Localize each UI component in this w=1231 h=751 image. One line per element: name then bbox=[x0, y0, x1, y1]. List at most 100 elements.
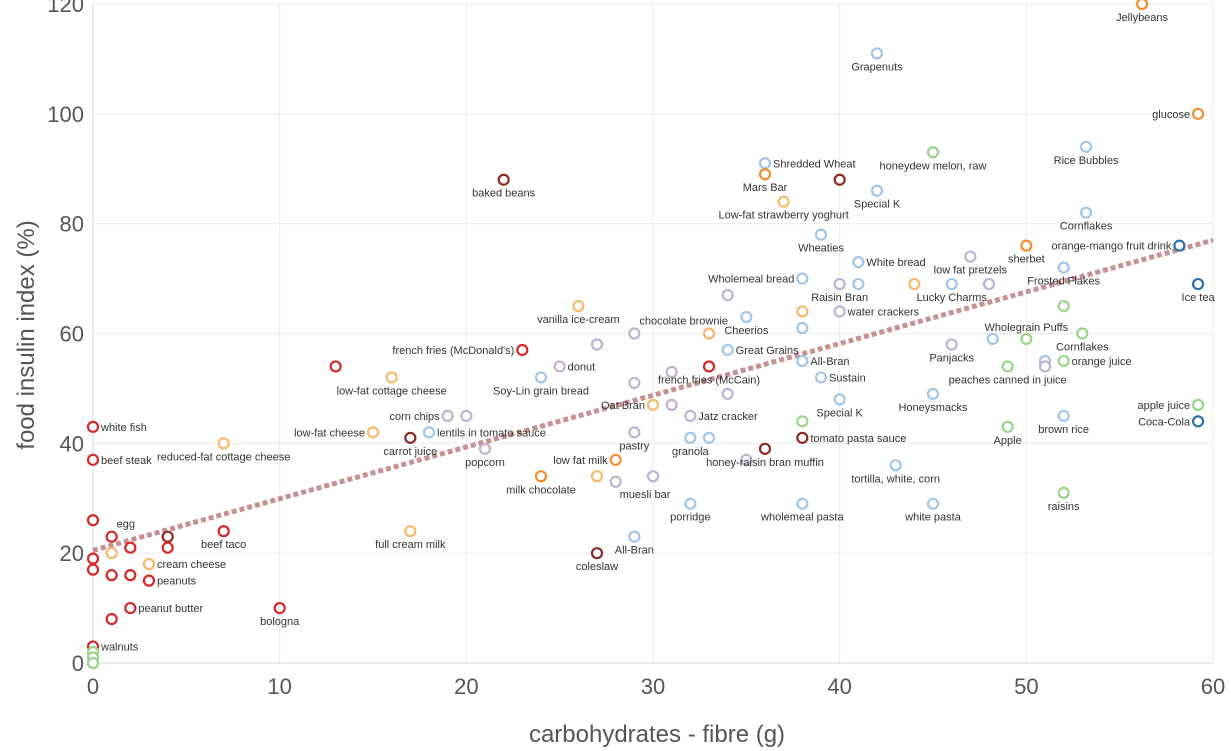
point-label: low fat pretzels bbox=[934, 265, 1008, 277]
point-label: Jellybeans bbox=[1116, 12, 1168, 24]
point-label: granola bbox=[672, 446, 710, 458]
point-label: brown rice bbox=[1038, 424, 1089, 436]
point-label: Honeysmacks bbox=[898, 402, 968, 414]
y-tick-label: 100 bbox=[47, 102, 84, 127]
point-label: milk chocolate bbox=[506, 484, 576, 496]
data-point bbox=[609, 453, 622, 466]
data-point bbox=[777, 195, 790, 208]
data-point bbox=[1191, 415, 1205, 428]
data-point bbox=[86, 420, 100, 433]
point-label: orange juice bbox=[1072, 356, 1132, 368]
data-point bbox=[553, 360, 566, 373]
data-point bbox=[441, 409, 454, 422]
data-point bbox=[814, 371, 828, 384]
point-label: Lucky Charms bbox=[917, 292, 988, 304]
data-point bbox=[814, 228, 828, 241]
data-point bbox=[1057, 261, 1070, 274]
data-point bbox=[1020, 332, 1033, 346]
point-label: apple juice bbox=[1137, 400, 1190, 412]
x-tick-label: 30 bbox=[641, 674, 665, 699]
data-point bbox=[964, 250, 977, 263]
data-point bbox=[161, 541, 174, 554]
point-label: porridge bbox=[670, 512, 710, 524]
point-label: donut bbox=[568, 361, 596, 373]
point-label: baked beans bbox=[472, 188, 535, 200]
point-label: raisins bbox=[1048, 501, 1080, 513]
point-label: Grapenuts bbox=[851, 61, 903, 73]
data-point bbox=[86, 563, 100, 576]
point-label: Wheaties bbox=[798, 243, 844, 255]
data-point bbox=[1001, 420, 1014, 433]
y-axis-title: food insulin index (%) bbox=[13, 220, 40, 449]
data-point bbox=[1079, 206, 1093, 219]
point-label: corn chips bbox=[390, 411, 441, 423]
data-point bbox=[217, 437, 230, 450]
point-label: Great Grains bbox=[736, 345, 799, 357]
data-point bbox=[105, 569, 118, 582]
point-label: Cheerios bbox=[724, 325, 769, 337]
point-label: Coca-Cola bbox=[1138, 416, 1191, 428]
data-point bbox=[590, 547, 604, 560]
data-point bbox=[1191, 277, 1205, 291]
point-label: All-Bran bbox=[615, 545, 654, 557]
y-tick-label: 120 bbox=[47, 0, 84, 17]
data-point bbox=[852, 277, 865, 291]
data-point bbox=[1038, 360, 1052, 373]
data-point bbox=[105, 612, 118, 626]
data-point bbox=[590, 470, 604, 483]
data-point bbox=[1001, 360, 1014, 373]
data-point bbox=[833, 277, 846, 291]
point-label: white pasta bbox=[904, 512, 962, 524]
point-label: glucose bbox=[1152, 109, 1190, 121]
point-label: full cream milk bbox=[375, 539, 446, 551]
point-label: Special K bbox=[816, 407, 863, 419]
data-point bbox=[758, 442, 772, 455]
data-point bbox=[646, 470, 660, 483]
x-tick-label: 20 bbox=[454, 674, 478, 699]
data-point bbox=[1076, 327, 1089, 340]
data-point bbox=[982, 277, 996, 291]
data-point bbox=[833, 173, 846, 186]
point-label: beef steak bbox=[101, 455, 152, 467]
point-label: Shredded Wheat bbox=[773, 158, 856, 170]
data-point bbox=[1057, 486, 1070, 499]
data-point bbox=[796, 305, 809, 318]
point-label: honeydew melon, raw bbox=[879, 160, 986, 172]
point-label: Raisin Bran bbox=[811, 292, 868, 304]
data-point bbox=[329, 360, 342, 373]
point-label: pastry bbox=[619, 440, 649, 452]
data-point bbox=[889, 459, 902, 472]
point-label: Wholegrain Puffs bbox=[985, 322, 1069, 334]
data-point bbox=[404, 525, 417, 538]
x-tick-label: 60 bbox=[1201, 674, 1225, 699]
data-point bbox=[702, 431, 716, 444]
x-tick-label: 40 bbox=[827, 674, 851, 699]
data-point bbox=[796, 272, 809, 285]
points-layer bbox=[86, 0, 1205, 670]
y-tick-label: 0 bbox=[72, 651, 84, 676]
data-point bbox=[1057, 299, 1070, 313]
data-point bbox=[833, 305, 846, 318]
point-label: Jatz cracker bbox=[698, 411, 758, 423]
data-point bbox=[908, 277, 921, 291]
data-point bbox=[628, 426, 641, 439]
data-point bbox=[142, 574, 156, 587]
point-label: Low-fat strawberry yoghurt bbox=[719, 210, 849, 222]
data-point bbox=[460, 409, 473, 422]
data-point bbox=[1191, 107, 1205, 120]
data-point bbox=[1057, 409, 1070, 422]
point-label: peanuts bbox=[157, 576, 197, 588]
data-point bbox=[422, 426, 436, 439]
point-label: Cornflakes bbox=[1060, 221, 1113, 233]
point-label: french fries (McDonald's) bbox=[392, 345, 514, 357]
data-point bbox=[161, 530, 174, 543]
x-tick-label: 50 bbox=[1014, 674, 1038, 699]
data-point bbox=[740, 310, 753, 324]
point-label: tomato pasta sauce bbox=[810, 433, 906, 445]
data-point bbox=[516, 343, 529, 357]
point-label: Wholemeal bread bbox=[708, 274, 794, 286]
data-point bbox=[217, 525, 230, 538]
data-point bbox=[721, 343, 734, 357]
data-point bbox=[366, 426, 380, 439]
data-point bbox=[105, 530, 118, 543]
